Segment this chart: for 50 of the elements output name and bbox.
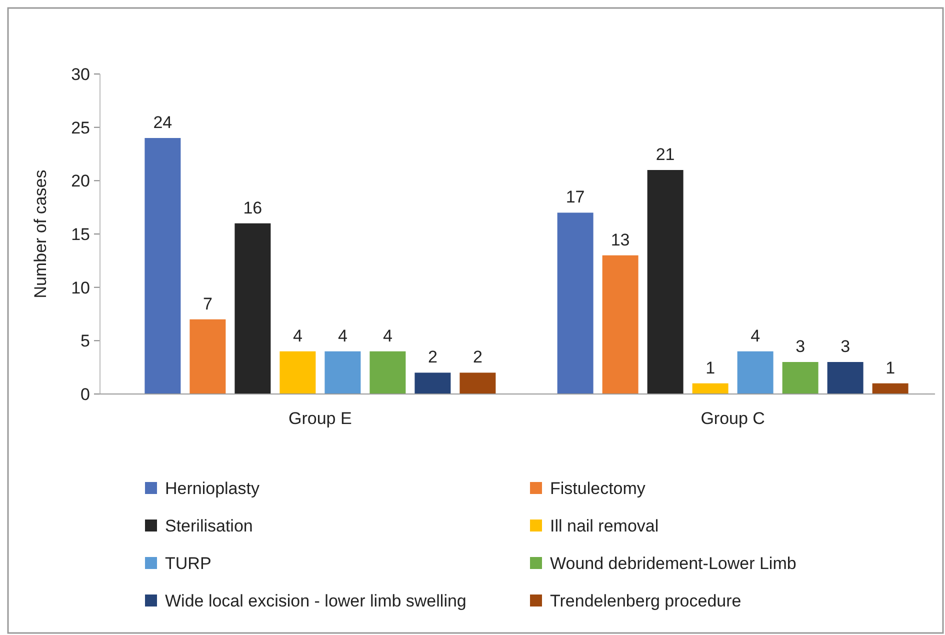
y-tick-label: 15 <box>71 224 90 244</box>
bar <box>782 362 818 394</box>
y-tick-label: 10 <box>71 278 90 298</box>
data-label: 4 <box>382 326 392 346</box>
data-label: 4 <box>292 326 302 346</box>
data-label: 3 <box>796 337 806 356</box>
bar <box>827 362 864 394</box>
legend-label: Sterilisation <box>165 516 253 536</box>
legend-label: Ill nail removal <box>550 516 659 536</box>
x-tick-label: Group C <box>700 409 765 428</box>
y-tick-label: 0 <box>80 384 90 404</box>
data-label: 4 <box>338 326 348 346</box>
data-label: 7 <box>202 294 212 314</box>
data-label: 3 <box>840 337 850 356</box>
bar <box>557 212 594 394</box>
y-tick-label: 25 <box>71 118 90 138</box>
legend-label: Wound debridement-Lower Limb <box>550 554 796 573</box>
legend-label: Trendelenberg procedure <box>550 591 742 610</box>
bar <box>872 383 908 394</box>
data-label: 4 <box>750 326 760 346</box>
data-label: 16 <box>243 198 262 218</box>
bar <box>144 138 181 394</box>
data-label: 1 <box>706 358 716 378</box>
legend-label: Hernioplasty <box>165 478 260 498</box>
x-tick-label: Group E <box>288 409 352 428</box>
data-label: 21 <box>656 145 675 164</box>
data-label: 17 <box>566 188 585 207</box>
bar <box>647 170 684 394</box>
legend-label: TURP <box>165 554 212 573</box>
data-label: 13 <box>610 230 630 250</box>
bar <box>190 319 226 394</box>
bar <box>324 351 361 394</box>
data-label: 1 <box>886 358 896 378</box>
bar <box>460 372 496 394</box>
legend-label: Fistulectomy <box>550 478 646 498</box>
bar <box>234 223 271 394</box>
y-tick-label: 20 <box>71 172 90 191</box>
bar <box>602 255 638 394</box>
y-tick-label: 5 <box>80 332 90 351</box>
bar <box>370 351 406 394</box>
data-label: 24 <box>153 113 172 132</box>
legend-label: Wide local excision - lower limb swelling <box>165 591 466 610</box>
bar <box>692 383 728 394</box>
y-tick-label: 30 <box>71 64 90 84</box>
data-label: 2 <box>472 348 482 367</box>
y-axis-title: Number of cases <box>31 170 50 298</box>
bar <box>414 372 451 394</box>
bar <box>280 351 316 394</box>
data-label: 2 <box>428 348 438 367</box>
bar <box>737 351 774 394</box>
